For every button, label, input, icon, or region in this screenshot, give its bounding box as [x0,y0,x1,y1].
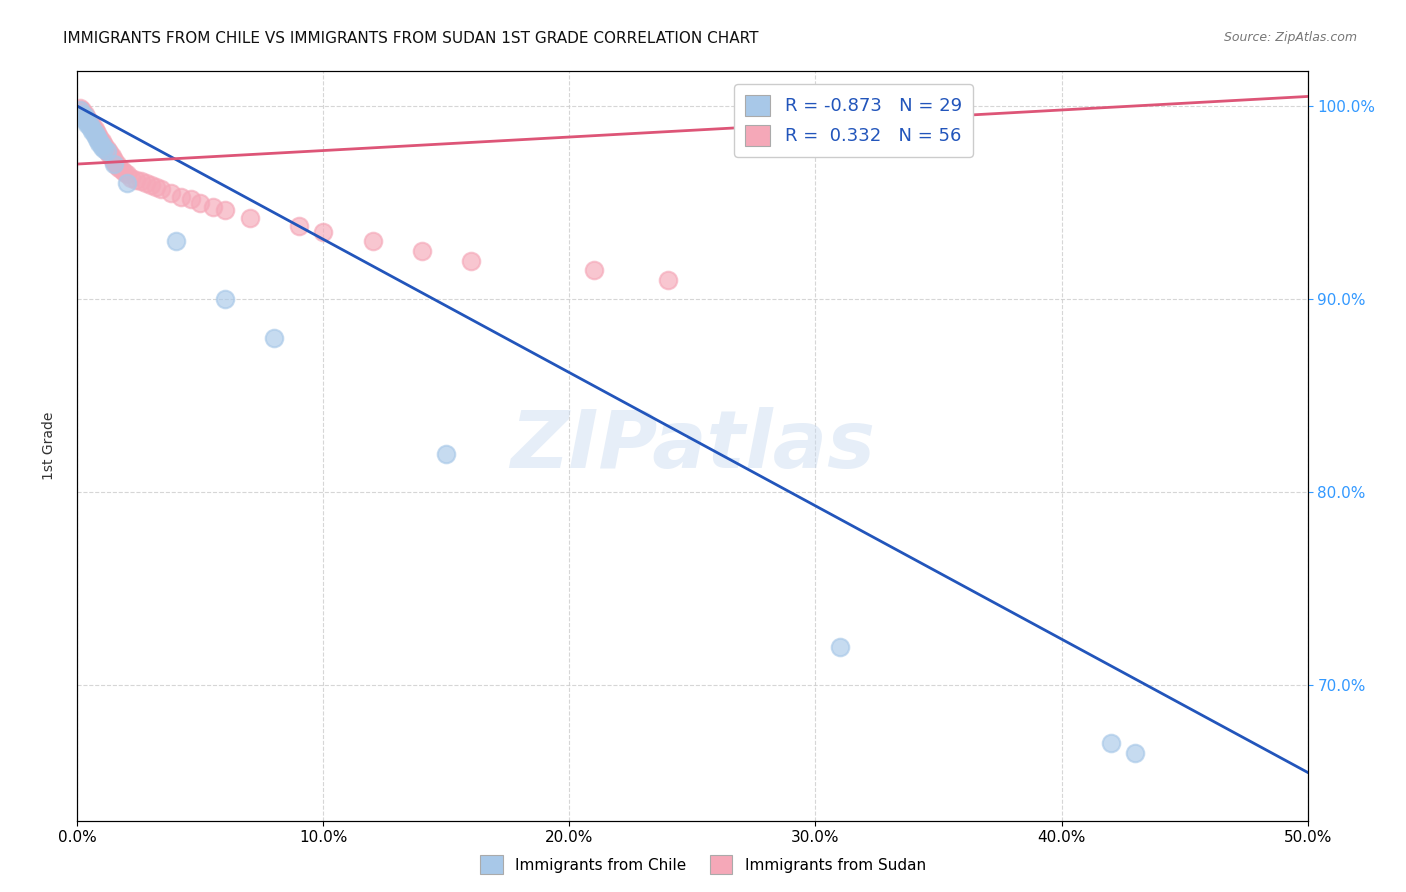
Point [83,126,105,140]
Point [69,103,91,117]
Point [73,109,96,123]
Point [83,128,105,142]
Point [150,182,173,196]
Y-axis label: 1st Grade: 1st Grade [42,412,56,480]
Point [98,145,121,160]
Point [657,273,679,287]
Point [86,126,108,140]
Point [89,136,111,150]
Point [361,235,384,249]
Point [73,109,96,123]
Point [73,112,96,127]
Point [70,103,93,117]
Point [82,122,104,136]
Point [180,192,202,206]
Point [69,101,91,115]
Point [76,114,98,128]
Point [82,124,104,138]
Point [83,122,105,136]
Point [79,114,101,128]
Point [411,244,433,258]
Point [103,155,125,169]
Point [121,170,143,185]
Point [214,203,236,218]
Point [108,161,131,175]
Text: ZIPatlas: ZIPatlas [510,407,875,485]
Point [125,172,148,186]
Text: Source: ZipAtlas.com: Source: ZipAtlas.com [1223,31,1357,45]
Point [79,119,101,133]
Point [79,120,101,135]
Point [79,116,101,130]
Point [105,159,128,173]
Point [1099,736,1122,750]
Point [89,134,111,148]
Point [101,151,124,165]
Point [76,112,98,127]
Legend: Immigrants from Chile, Immigrants from Sudan: Immigrants from Chile, Immigrants from S… [474,849,932,880]
Point [101,149,124,163]
Point [86,128,108,142]
Point [98,147,121,161]
Point [86,130,108,145]
Text: IMMIGRANTS FROM CHILE VS IMMIGRANTS FROM SUDAN 1ST GRADE CORRELATION CHART: IMMIGRANTS FROM CHILE VS IMMIGRANTS FROM… [63,31,759,46]
Point [170,190,193,204]
Point [70,107,93,121]
Point [1125,746,1147,760]
Point [83,124,105,138]
Point [129,174,153,188]
Point [115,177,138,191]
Point [103,157,125,171]
Point [96,144,118,158]
Point [583,263,606,277]
Point [90,139,114,153]
Point [263,331,285,345]
Point [70,104,93,119]
Point [89,132,111,146]
Point [165,235,187,249]
Point [112,165,135,179]
Point [86,132,108,146]
Point [96,142,118,156]
Point [436,447,458,461]
Point [90,134,114,148]
Point [89,130,111,145]
Point [239,211,262,226]
Point [460,253,482,268]
Point [90,136,114,150]
Point [160,186,183,200]
Point [93,139,115,153]
Point [93,137,115,152]
Point [135,177,157,191]
Point [214,292,236,306]
Point [312,225,335,239]
Point [111,162,132,177]
Point [82,119,104,133]
Point [103,153,125,168]
Point [115,167,138,181]
Point [141,178,163,193]
Point [73,107,96,121]
Point [76,116,98,130]
Point [76,111,98,125]
Point [188,195,212,210]
Point [96,144,118,158]
Point [830,640,852,654]
Point [288,219,311,233]
Legend: R = -0.873   N = 29, R =  0.332   N = 56: R = -0.873 N = 29, R = 0.332 N = 56 [734,84,973,156]
Point [145,180,167,194]
Point [82,120,104,135]
Point [90,137,114,152]
Point [201,200,224,214]
Point [93,142,115,156]
Point [105,157,128,171]
